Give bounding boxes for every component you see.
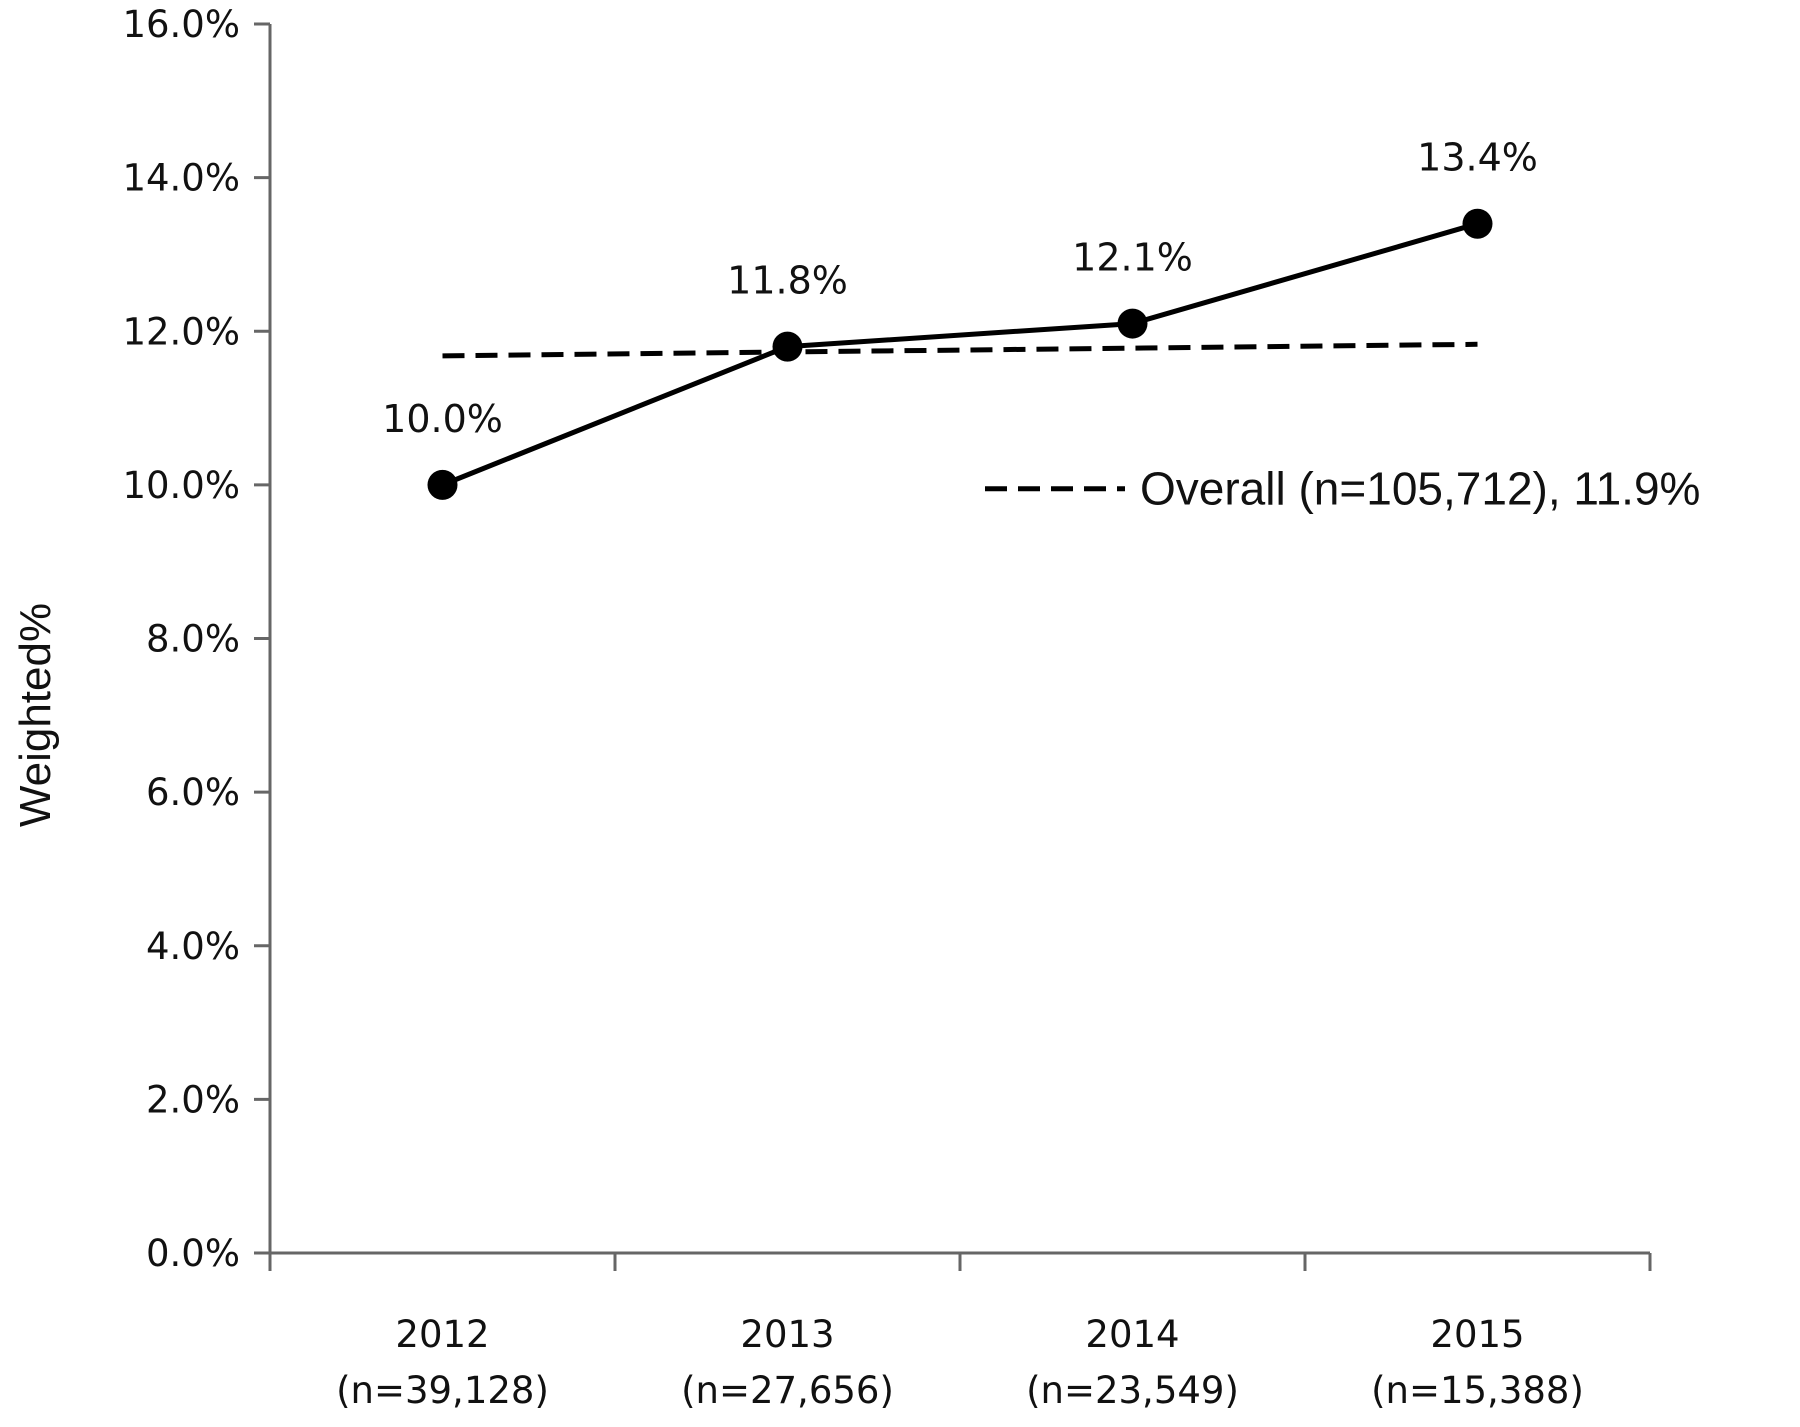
y-tick-label: 4.0% — [146, 925, 240, 968]
data-labels: 10.0% 11.8% 12.1% 13.4% — [382, 136, 1538, 441]
overall-dashed-line — [442, 341, 1478, 359]
x-tick-label: 2015 — [1430, 1313, 1524, 1356]
data-label: 13.4% — [1417, 136, 1538, 180]
series-layer — [427, 208, 1493, 500]
y-tick-label: 2.0% — [146, 1078, 240, 1121]
x-axis: 2012 (n=39,128) 2013 (n=27,656) 2014 (n=23,54… — [268, 1251, 1652, 1412]
x-tick-label: 2013 — [740, 1313, 834, 1356]
legend-label: Overall (n=105,712), 11.9% — [1140, 463, 1700, 515]
data-label: 11.8% — [727, 259, 848, 303]
data-point — [1117, 308, 1148, 339]
y-tick-label: 12.0% — [122, 310, 240, 353]
y-axis-title: Weighted% — [11, 603, 60, 827]
x-tick-sublabel: (n=15,388) — [1371, 1369, 1584, 1412]
y-tick-label: 8.0% — [146, 618, 240, 661]
x-tick-label: 2012 — [395, 1313, 489, 1356]
data-point — [1462, 208, 1493, 239]
x-tick-label: 2014 — [1085, 1313, 1179, 1356]
data-label: 10.0% — [382, 397, 503, 441]
y-axis: 0.0% 2.0% 4.0% 6.0% 8.0% 10.0% 12.0% 14.0% 16.0% — [122, 3, 272, 1275]
y-tick-label: 16.0% — [122, 3, 240, 46]
x-tick-sublabel: (n=39,128) — [336, 1369, 549, 1412]
y-tick-label: 0.0% — [146, 1232, 240, 1275]
data-label: 12.1% — [1072, 236, 1193, 280]
data-point — [772, 331, 803, 362]
series-line — [441, 221, 1479, 488]
legend: Overall (n=105,712), 11.9% — [985, 463, 1700, 515]
data-point — [427, 469, 458, 500]
x-tick-sublabel: (n=27,656) — [681, 1369, 894, 1412]
y-tick-label: 14.0% — [122, 157, 240, 200]
y-tick-label: 10.0% — [122, 464, 240, 507]
x-tick-sublabel: (n=23,549) — [1026, 1369, 1239, 1412]
y-tick-label: 6.0% — [146, 771, 240, 814]
